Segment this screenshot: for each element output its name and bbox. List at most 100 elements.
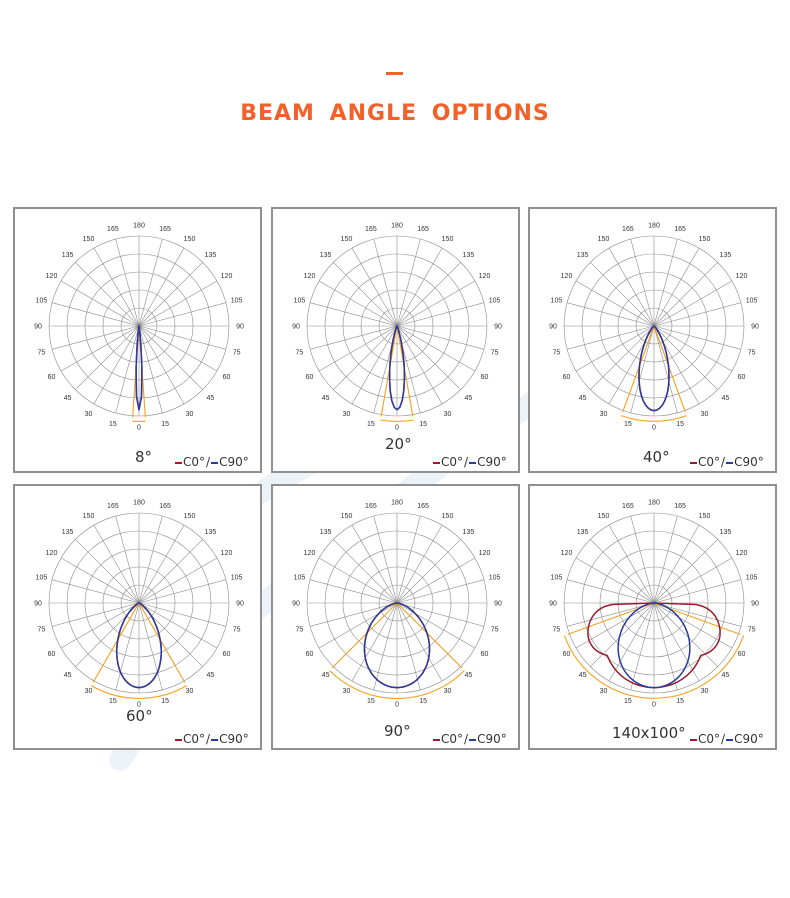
angle-tick-label: 180: [133, 223, 145, 230]
angle-tick-label: 75: [233, 627, 241, 634]
angle-tick-label: 105: [746, 297, 758, 304]
title-accent-bar: [386, 72, 403, 75]
legend-swatch-c90: [726, 461, 734, 464]
angle-tick-label: 60: [223, 374, 231, 381]
grid-spoke: [567, 302, 655, 327]
grid-spoke: [653, 325, 733, 372]
grid-spoke: [138, 280, 218, 327]
angle-tick-label: 165: [107, 503, 119, 510]
angle-tick-label: 15: [419, 698, 427, 705]
beam-angle-arc: [329, 670, 465, 699]
legend-swatch-c90: [726, 738, 734, 741]
grid-spoke: [396, 557, 476, 604]
polar-diagram: 0 15 15 30 30 45 45 60 60 75 75 90 90 105 105 120 120 135…: [292, 500, 502, 709]
legend-swatch-c90: [211, 461, 219, 464]
grid-spoke: [310, 602, 398, 627]
angle-tick-label: 135: [320, 252, 332, 259]
legend-label-c90: C90°: [219, 732, 249, 746]
angle-tick-label: 165: [365, 226, 377, 233]
angle-tick-label: 120: [561, 273, 573, 280]
grid-spoke: [608, 602, 655, 682]
angle-tick-label: 0: [137, 425, 141, 432]
angle-tick-label: 105: [489, 574, 501, 581]
angle-tick-label: 90: [494, 324, 502, 331]
grid-spoke: [138, 539, 203, 604]
grid-spoke: [575, 325, 655, 372]
chart-legend: C0°/ C90°: [433, 455, 507, 469]
angle-tick-label: 15: [419, 421, 427, 428]
grid-spoke: [318, 325, 398, 372]
grid-spoke: [310, 579, 398, 604]
grid-spoke: [333, 262, 398, 327]
angle-tick-label: 90: [292, 324, 300, 331]
legend-swatch-c90: [211, 738, 219, 741]
grid-spoke: [590, 325, 655, 390]
angle-tick-label: 90: [34, 601, 42, 608]
angle-tick-label: 60: [738, 374, 746, 381]
angle-tick-label: 105: [294, 297, 306, 304]
angle-tick-label: 30: [444, 688, 452, 695]
grid-spoke: [138, 325, 226, 350]
chart-legend: C0°/ C90°: [175, 732, 249, 746]
angle-tick-label: 60: [48, 374, 56, 381]
angle-tick-label: 45: [64, 672, 72, 679]
grid-spoke: [138, 524, 185, 604]
angle-tick-label: 75: [233, 350, 241, 357]
angle-tick-label: 30: [343, 688, 351, 695]
grid-spoke: [653, 602, 733, 649]
grid-spoke: [396, 262, 461, 327]
legend-separator: /: [721, 455, 726, 469]
grid-spoke: [333, 539, 398, 604]
grid-spoke: [60, 602, 140, 649]
chart-legend: C0°/ C90°: [175, 455, 249, 469]
legend-label-c0: C0°: [183, 732, 206, 746]
grid-spoke: [653, 325, 741, 350]
legend-swatch-c90: [469, 738, 477, 741]
grid-spoke: [653, 602, 718, 667]
legend-separator: /: [464, 732, 469, 746]
legend-label-c90: C90°: [734, 732, 764, 746]
angle-tick-label: 180: [133, 500, 145, 507]
angle-tick-label: 75: [553, 350, 561, 357]
grid-spoke: [373, 516, 398, 604]
grid-spoke: [138, 262, 203, 327]
legend-label-c0: C0°: [441, 732, 464, 746]
grid-spoke: [138, 557, 218, 604]
grid-spoke: [138, 602, 226, 627]
grid-spoke: [138, 302, 226, 327]
angle-tick-label: 60: [48, 651, 56, 658]
grid-spoke: [138, 325, 203, 390]
angle-tick-label: 60: [563, 651, 571, 658]
angle-tick-label: 30: [186, 688, 194, 695]
grid-spoke: [653, 602, 741, 627]
grid-spoke: [75, 539, 140, 604]
beam-angle-label: 40°: [643, 448, 670, 466]
angle-tick-label: 0: [652, 425, 656, 432]
angle-tick-label: 30: [600, 411, 608, 418]
legend-swatch-c0: [690, 461, 697, 464]
grid-spoke: [653, 539, 718, 604]
beam-angle-label: 90°: [384, 722, 411, 740]
c90-intensity-curve: [135, 325, 143, 411]
grid-spoke: [396, 602, 484, 627]
legend-swatch-c90: [469, 461, 477, 464]
angle-tick-label: 105: [36, 297, 48, 304]
angle-tick-label: 165: [622, 226, 634, 233]
beam-angle-label: 140x100°: [612, 724, 686, 742]
grid-spoke: [575, 280, 655, 327]
polar-chart-panel: 0 15 15 30 30 45 45 60 60 75 75 90 90 105 105 120 120 135…: [271, 484, 520, 750]
grid-spoke: [653, 239, 678, 327]
angle-tick-label: 135: [205, 252, 217, 259]
angle-tick-label: 135: [577, 529, 589, 536]
grid-spoke: [138, 247, 185, 327]
angle-tick-label: 120: [736, 273, 748, 280]
grid-spoke: [396, 539, 461, 604]
legend-label-c0: C0°: [698, 732, 721, 746]
grid-spoke: [52, 602, 140, 627]
polar-diagram: 0 15 15 30 30 45 45 60 60 75 75 90 90 105 105 120 120 135…: [549, 500, 759, 709]
angle-tick-label: 90: [236, 324, 244, 331]
grid-spoke: [608, 524, 655, 604]
angle-tick-label: 90: [292, 601, 300, 608]
grid-spoke: [138, 602, 218, 649]
grid-spoke: [60, 325, 140, 372]
